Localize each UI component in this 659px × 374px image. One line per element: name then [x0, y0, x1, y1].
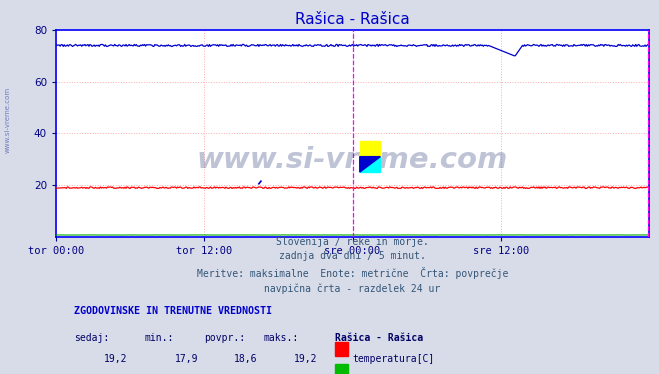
- Title: Rašica - Rašica: Rašica - Rašica: [295, 12, 410, 27]
- Text: 19,2: 19,2: [293, 354, 317, 364]
- Polygon shape: [360, 157, 380, 172]
- Text: www.si-vreme.com: www.si-vreme.com: [5, 87, 11, 153]
- Bar: [335, 342, 348, 356]
- Text: min.:: min.:: [145, 333, 175, 343]
- Text: ZGODOVINSKE IN TRENUTNE VREDNOSTI: ZGODOVINSKE IN TRENUTNE VREDNOSTI: [74, 306, 272, 316]
- Text: www.si-vreme.com: www.si-vreme.com: [197, 146, 508, 174]
- Text: 19,2: 19,2: [103, 354, 127, 364]
- Text: povpr.:: povpr.:: [204, 333, 245, 343]
- Polygon shape: [360, 157, 380, 172]
- Text: Slovenija / reke in morje.
zadnja dva dni / 5 minut.
Meritve: maksimalne  Enote:: Slovenija / reke in morje. zadnja dva dn…: [197, 237, 508, 294]
- Bar: [335, 364, 348, 374]
- Text: temperatura[C]: temperatura[C]: [353, 354, 435, 364]
- Text: 17,9: 17,9: [175, 354, 198, 364]
- Text: 18,6: 18,6: [234, 354, 258, 364]
- Text: sedaj:: sedaj:: [74, 333, 109, 343]
- Text: Rašica - Rašica: Rašica - Rašica: [335, 333, 423, 343]
- FancyBboxPatch shape: [360, 141, 380, 157]
- Text: maks.:: maks.:: [264, 333, 299, 343]
